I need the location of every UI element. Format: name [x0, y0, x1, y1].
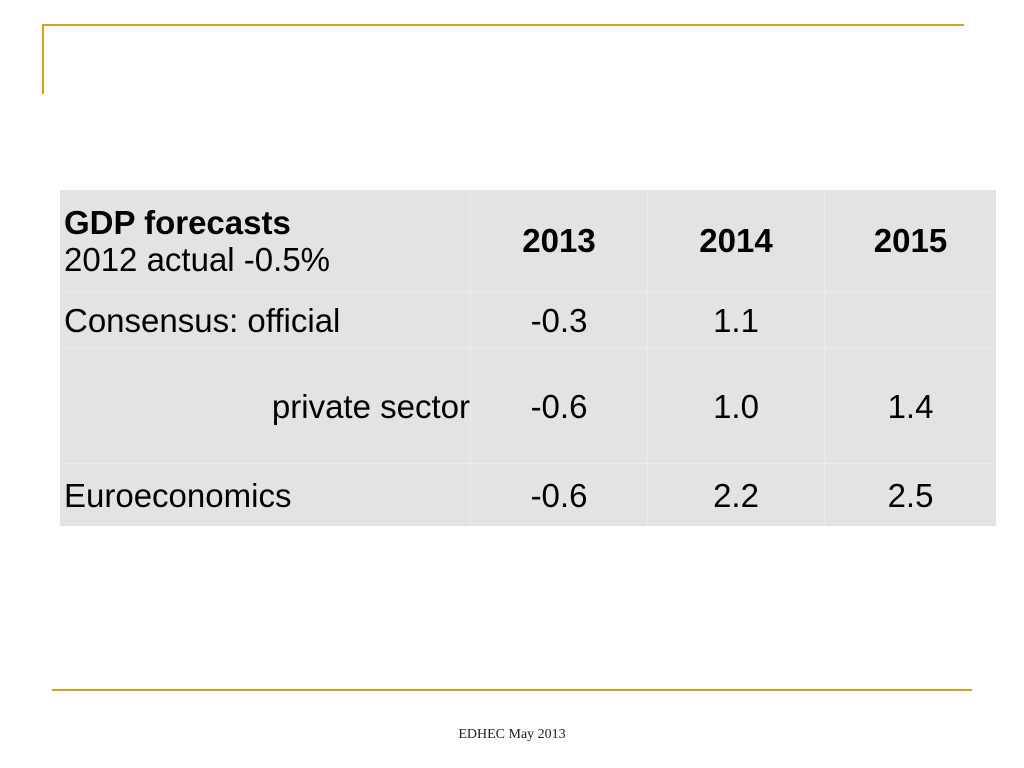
- table-cell: -0.6: [470, 463, 648, 526]
- top-accent-tick: [42, 24, 44, 94]
- table-cell: 1.0: [647, 348, 825, 464]
- table-subtitle: 2012 actual -0.5%: [64, 240, 331, 278]
- table-row: Euroeconomics -0.6 2.2 2.5: [60, 463, 996, 526]
- table-cell: 2.5: [887, 476, 934, 514]
- table-header-row: GDP forecasts 2012 actual -0.5% 2013 201…: [60, 190, 996, 292]
- table-cell: -0.3: [470, 291, 648, 349]
- top-accent-line: [42, 24, 964, 26]
- row-label-consensus-official: Consensus: official: [60, 291, 471, 349]
- table-cell: 1.1: [647, 291, 825, 349]
- table-cell: -0.6: [470, 348, 648, 464]
- gdp-forecast-table: GDP forecasts 2012 actual -0.5% 2013 201…: [60, 190, 996, 526]
- table-cell: [824, 291, 996, 349]
- year-header-2015: 2015: [824, 190, 996, 292]
- table-row: Consensus: official -0.3 1.1: [60, 291, 996, 349]
- table-title: GDP forecasts: [64, 203, 291, 241]
- table-row: private sector -0.6 1.0 1.4: [60, 348, 996, 464]
- bottom-accent-line: [52, 689, 972, 691]
- row-label-euroeconomics: Euroeconomics: [60, 463, 471, 526]
- year-header-2014: 2014: [647, 190, 825, 292]
- table-cell: 2.2: [647, 463, 825, 526]
- footer-text: EDHEC May 2013: [458, 727, 566, 742]
- table-header-label-cell: GDP forecasts 2012 actual -0.5%: [60, 190, 471, 292]
- year-header-2013: 2013: [470, 190, 648, 292]
- table-cell: 1.4: [824, 348, 996, 464]
- row-label-private-sector: private sector: [60, 348, 471, 464]
